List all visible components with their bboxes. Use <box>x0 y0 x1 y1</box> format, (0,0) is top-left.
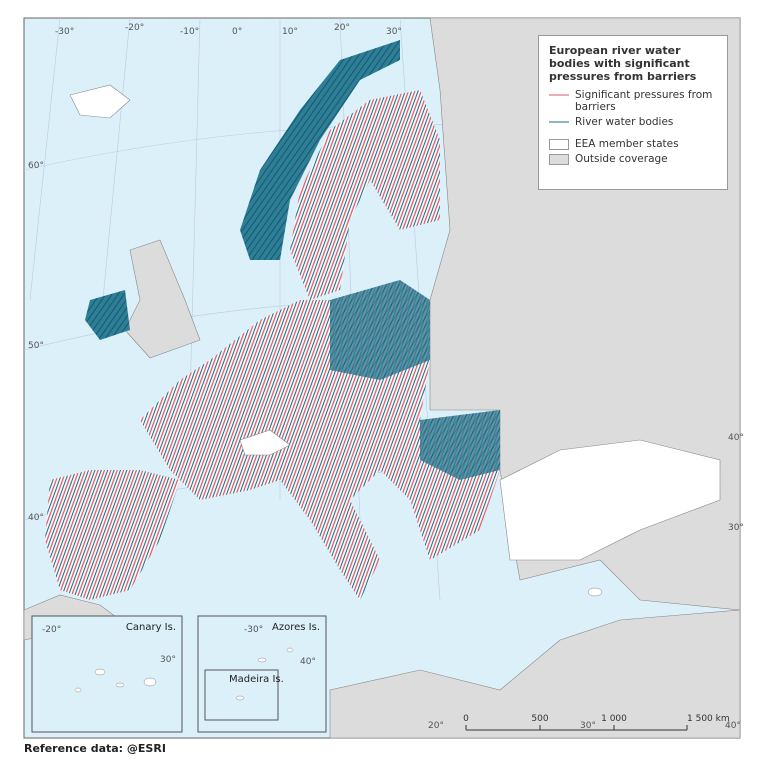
graticule-label: 20° <box>334 23 350 33</box>
ireland <box>85 290 130 340</box>
inset-graticule-label: -20° <box>42 625 61 635</box>
outside-africa <box>329 609 741 739</box>
legend-label: Significant pressures from barriers <box>575 89 713 113</box>
islands <box>74 587 603 701</box>
graticule-label: 20° <box>428 721 444 731</box>
inset-label: Azores Is. <box>272 622 320 633</box>
iceland <box>69 84 131 119</box>
graticule-label: 30° <box>728 523 744 533</box>
legend-item: River water bodies <box>549 116 717 128</box>
scale-bar <box>465 725 688 731</box>
norway <box>240 40 400 260</box>
graticule-label: -30° <box>55 27 74 37</box>
graticule-label: 30° <box>580 721 596 731</box>
graticule-label: 40° <box>28 513 44 523</box>
inset-graticule-label: 40° <box>300 657 316 667</box>
graticule-label: 40° <box>728 433 744 443</box>
reference: Reference data: @ESRI <box>24 742 166 755</box>
legend-label: Outside coverage <box>575 153 668 165</box>
inset-graticule-label: 30° <box>160 655 176 665</box>
scale-label: 0 <box>463 714 469 724</box>
inset-label: Canary Is. <box>126 622 176 633</box>
legend-item: Significant pressures from barriers <box>549 89 717 113</box>
graticule-label: 50° <box>28 341 44 351</box>
scale-label: 1 500 km <box>687 714 730 724</box>
scale-label: 1 000 <box>601 714 627 724</box>
graticule-label: 40° <box>725 721 741 731</box>
inset-graticule-label: -30° <box>244 625 263 635</box>
iberia <box>45 470 180 600</box>
legend-title: European river water bodies with signifi… <box>549 44 697 83</box>
graticule-label: 10° <box>282 27 298 37</box>
outside-uk <box>124 239 201 359</box>
switzerland <box>239 429 291 456</box>
graticule-label: -20° <box>125 23 144 33</box>
inset-madeira <box>204 669 279 721</box>
legend: European river water bodies with signifi… <box>538 35 728 190</box>
graticule-label: -10° <box>180 27 199 37</box>
turkey <box>499 439 721 561</box>
poland <box>330 280 430 380</box>
legend-item: EEA member states <box>549 138 717 150</box>
graticule-label: 0° <box>232 27 242 37</box>
romania <box>420 410 500 480</box>
graticule-label: 60° <box>28 161 44 171</box>
inset-canary <box>31 615 183 733</box>
graticule-label: 30° <box>386 27 402 37</box>
legend-item: Outside coverage <box>549 153 717 165</box>
sweden-finland <box>290 90 440 300</box>
scale-label: 500 <box>531 714 548 724</box>
legend-label: River water bodies <box>575 116 674 128</box>
inset-label: Madeira Is. <box>229 674 284 685</box>
legend-label: EEA member states <box>575 138 679 150</box>
